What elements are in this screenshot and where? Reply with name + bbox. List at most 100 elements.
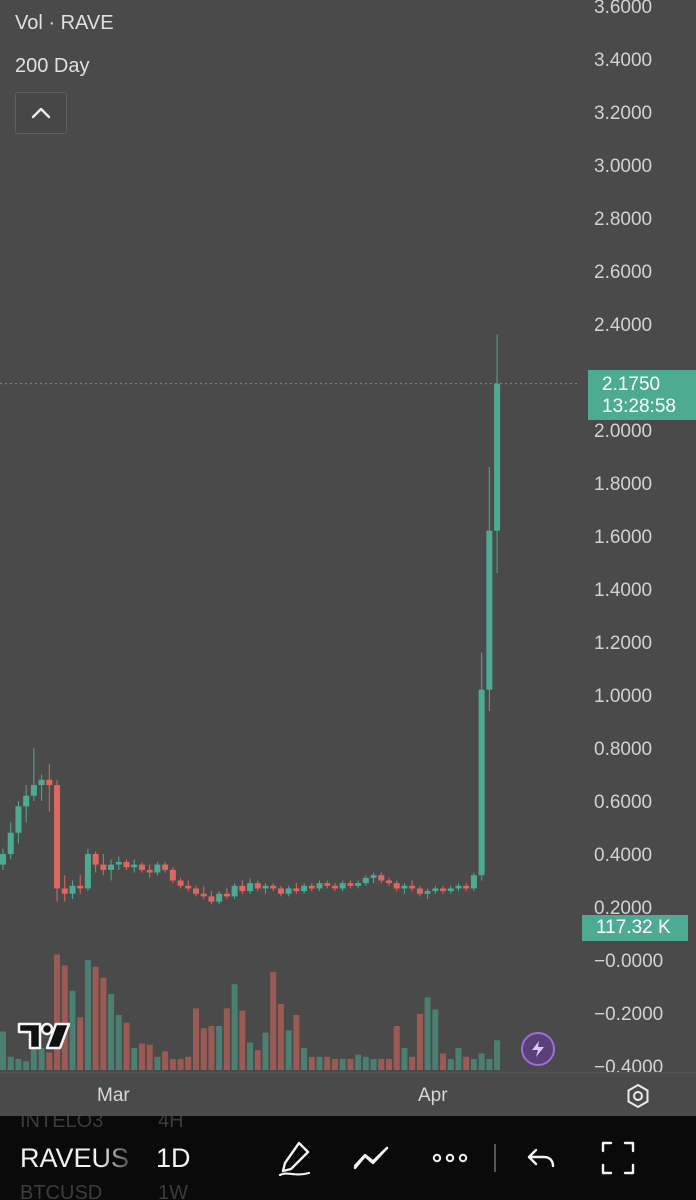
time-axis[interactable]: Mar Apr xyxy=(0,1072,696,1117)
candle-body xyxy=(0,854,6,865)
price-chart[interactable]: 3.6000 3.4000 3.2000 3.0000 2.8000 2.6000 2.40… xyxy=(0,0,696,1072)
price-tick-label: 0.4000 xyxy=(594,845,652,866)
volume-bar xyxy=(38,1048,45,1070)
price-tick-label: 2.4000 xyxy=(594,315,652,336)
candle-body xyxy=(146,869,153,873)
volume-bar xyxy=(440,1053,447,1070)
candle-body xyxy=(7,832,14,854)
drawing-tools-icon[interactable] xyxy=(275,1138,315,1178)
candle-body xyxy=(308,885,315,889)
tradingview-logo[interactable] xyxy=(16,1020,72,1052)
volume-bar xyxy=(293,1015,300,1070)
ma-legend[interactable]: 200 Day xyxy=(15,55,90,77)
symbol-fade xyxy=(100,1116,140,1200)
collapse-legend-button[interactable] xyxy=(15,92,67,134)
volume-bar xyxy=(169,1059,176,1070)
candle-body xyxy=(54,785,61,889)
candle-body xyxy=(370,875,377,878)
volume-bar xyxy=(331,1059,338,1070)
volume-bar xyxy=(401,1048,408,1070)
candle-body xyxy=(38,779,45,786)
volume-bar xyxy=(463,1056,470,1070)
interval-selector[interactable]: 1D xyxy=(156,1143,191,1173)
candle-body xyxy=(46,779,53,786)
volume-bar xyxy=(386,1059,392,1070)
volume-bar xyxy=(486,1059,493,1070)
bar-countdown: 13:28:58 xyxy=(602,396,676,417)
candle-body xyxy=(393,883,400,889)
indicators-icon[interactable] xyxy=(352,1138,392,1178)
chart-area[interactable]: 3.6000 3.4000 3.2000 3.0000 2.8000 2.6000 2.40… xyxy=(0,0,696,1072)
volume-bar xyxy=(146,1044,153,1070)
price-tick-label: −0.4000 xyxy=(594,1057,663,1072)
settings-icon[interactable] xyxy=(624,1082,652,1110)
price-axis[interactable]: 3.6000 3.4000 3.2000 3.0000 2.8000 2.6000 2.40… xyxy=(594,0,663,1072)
price-tick-label: 3.2000 xyxy=(594,103,652,124)
volume-bar xyxy=(247,1042,254,1070)
volume-bar xyxy=(193,1008,199,1070)
more-options-icon[interactable] xyxy=(430,1138,470,1178)
chevron-up-icon xyxy=(31,107,51,119)
candle-body xyxy=(84,854,91,889)
candle-body xyxy=(193,888,199,894)
ghost-symbol-above: INTELO3 xyxy=(20,1116,104,1132)
volume-bar xyxy=(223,1008,230,1070)
candle-body xyxy=(30,785,37,796)
candle-body xyxy=(131,864,138,868)
volume-bar xyxy=(424,997,431,1070)
volume-bar xyxy=(131,1048,138,1070)
candle-body xyxy=(424,891,431,894)
candle-body xyxy=(331,885,338,889)
fullscreen-icon[interactable] xyxy=(598,1138,638,1178)
lightning-button[interactable] xyxy=(521,1032,555,1066)
candle-body xyxy=(270,885,277,889)
volume-bar xyxy=(123,1022,130,1070)
price-tick-label: 2.8000 xyxy=(594,209,652,230)
undo-icon[interactable] xyxy=(522,1138,562,1178)
price-tick-label: 2.0000 xyxy=(594,421,652,442)
price-tick-label: −0.0000 xyxy=(594,951,663,972)
time-label-mar: Mar xyxy=(97,1085,130,1106)
last-price-label: 2.1750 13:28:58 xyxy=(588,370,696,420)
candle-body xyxy=(355,883,362,886)
volume-bar xyxy=(478,1053,485,1070)
candle-body xyxy=(231,885,238,897)
price-tick-label: 0.2000 xyxy=(594,898,652,919)
candle-body xyxy=(455,885,462,889)
volume-bar xyxy=(30,1045,37,1070)
candle-body xyxy=(378,875,385,881)
volume-bar xyxy=(285,1030,292,1070)
volume-bar xyxy=(470,1059,477,1070)
candle-body xyxy=(162,864,169,870)
volume-legend[interactable]: Vol · RAVE xyxy=(15,12,114,34)
volume-bar xyxy=(200,1028,207,1070)
price-tick-label: 1.0000 xyxy=(594,686,652,707)
ghost-interval-below: 1W xyxy=(158,1182,188,1200)
candle-body xyxy=(478,689,485,876)
candle-layer xyxy=(0,334,501,905)
candle-body xyxy=(339,883,346,889)
candle-body xyxy=(254,883,261,889)
price-tick-label: 0.6000 xyxy=(594,792,652,813)
time-label-apr: Apr xyxy=(418,1085,448,1106)
volume-bar xyxy=(324,1056,331,1070)
volume-bar xyxy=(308,1056,315,1070)
candle-body xyxy=(138,864,145,870)
price-tick-label: −0.2000 xyxy=(594,1004,663,1025)
candle-body xyxy=(177,880,184,886)
volume-bar xyxy=(355,1054,362,1070)
volume-bar xyxy=(409,1056,416,1070)
volume-bar xyxy=(61,965,68,1070)
price-tick-label: 1.4000 xyxy=(594,580,652,601)
candle-body xyxy=(463,885,470,889)
ghost-symbol-below: BTCUSD xyxy=(20,1182,103,1200)
volume-bar xyxy=(84,960,91,1070)
last-price-value: 2.1750 xyxy=(602,374,661,395)
candle-body xyxy=(185,885,192,889)
candle-body xyxy=(115,861,122,865)
candle-body xyxy=(247,883,254,892)
candle-body xyxy=(316,883,323,889)
volume-bar xyxy=(162,1051,169,1070)
candle-body xyxy=(285,888,292,894)
candle-body xyxy=(362,877,369,884)
